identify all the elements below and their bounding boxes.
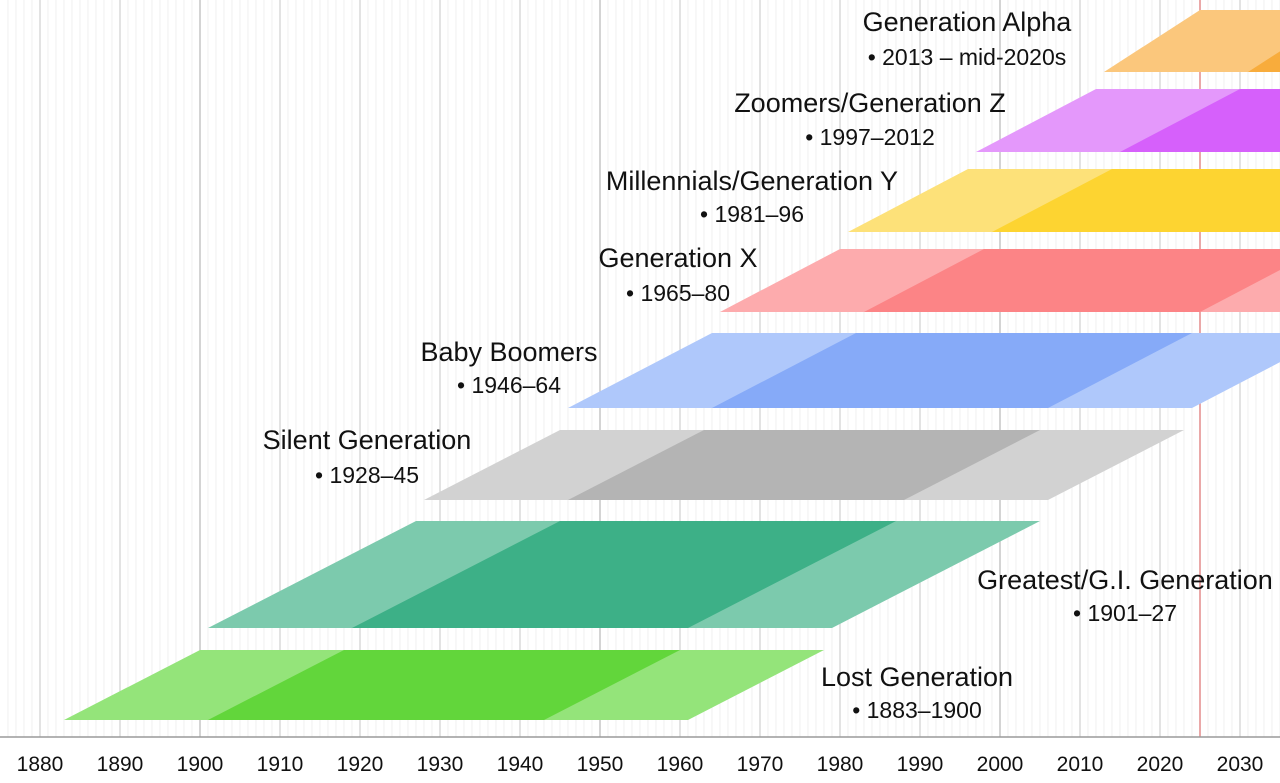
- generation-bar-generation-alpha: [1104, 10, 1280, 72]
- generation-bar-baby-boomers: [568, 333, 1280, 408]
- generation-bar-silent-generation: [424, 430, 1184, 500]
- generation-range-label: • 1901–27: [1073, 600, 1177, 626]
- generation-name-label: Lost Generation: [821, 662, 1013, 692]
- x-tick-label: 1910: [257, 753, 304, 776]
- x-tick-label: 1950: [577, 753, 624, 776]
- generation-bar-zoomers-generation-z: [976, 89, 1280, 152]
- generation-span-dark: [1120, 89, 1280, 152]
- x-tick-label: 1940: [497, 753, 544, 776]
- generation-span-dark: [712, 333, 1192, 408]
- generation-span-dark: [568, 430, 1040, 500]
- x-tick-label: 2000: [977, 753, 1024, 776]
- generation-range-label: • 2013 – mid-2020s: [868, 44, 1067, 70]
- x-tick-label: 1920: [337, 753, 384, 776]
- x-tick-label: 1880: [17, 753, 64, 776]
- generation-range-label: • 1928–45: [315, 462, 419, 488]
- generation-span-dark: [1248, 51, 1280, 72]
- generation-name-label: Millennials/Generation Y: [606, 166, 898, 196]
- generation-name-label: Zoomers/Generation Z: [734, 88, 1006, 118]
- generation-range-label: • 1883–1900: [852, 697, 982, 723]
- x-axis-ticks: 1880 1890 1900 1910 1920 1930 1940 1950 1960 1970…: [17, 753, 1264, 776]
- x-tick-label: 1970: [737, 753, 784, 776]
- x-tick-label: 1980: [817, 753, 864, 776]
- x-tick-label: 1990: [897, 753, 944, 776]
- generation-name-label: Generation X: [598, 243, 757, 273]
- generation-span-dark: [352, 521, 896, 628]
- x-tick-label: 2010: [1057, 753, 1104, 776]
- generation-bar-lost-generation: [64, 650, 824, 720]
- generation-range-label: • 1981–96: [700, 201, 804, 227]
- generation-name-label: Generation Alpha: [863, 7, 1073, 37]
- generation-span-light: [1104, 10, 1280, 72]
- generation-span-dark: [992, 169, 1280, 232]
- generation-span-dark: [864, 249, 1280, 312]
- x-tick-label: 2020: [1137, 753, 1184, 776]
- x-tick-label: 1890: [97, 753, 144, 776]
- generation-bar-greatest-g-i-generation: [208, 521, 1040, 628]
- generation-range-label: • 1965–80: [626, 280, 730, 306]
- x-tick-label: 1960: [657, 753, 704, 776]
- generation-name-label: Silent Generation: [263, 425, 472, 455]
- generation-name-label: Baby Boomers: [420, 337, 597, 367]
- generation-range-label: • 1997–2012: [805, 124, 935, 150]
- x-tick-label: 1900: [177, 753, 224, 776]
- x-tick-label: 2030: [1217, 753, 1264, 776]
- x-tick-label: 1930: [417, 753, 464, 776]
- generation-name-label: Greatest/G.I. Generation: [977, 565, 1273, 595]
- generation-bars: [64, 10, 1280, 720]
- generation-bar-millennials-generation-y: [848, 169, 1280, 232]
- generation-labels: Lost Generation • 1883–1900 Greatest/G.I. …: [263, 7, 1273, 723]
- generation-span-dark: [208, 650, 680, 720]
- generation-range-label: • 1946–64: [457, 372, 561, 398]
- generation-bar-generation-x: [720, 249, 1280, 312]
